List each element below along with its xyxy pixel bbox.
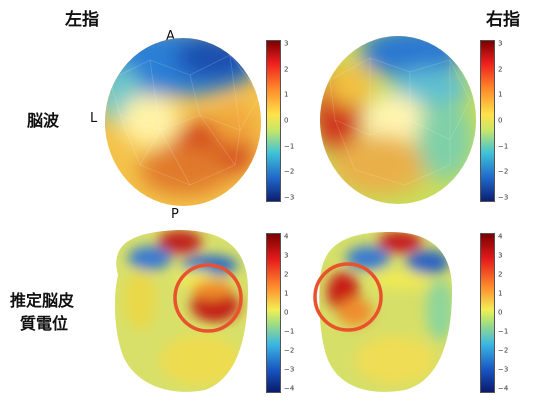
- colorbar-tick-label: 1: [284, 289, 289, 298]
- colorbar-tick-label: −2: [284, 346, 295, 355]
- colorbar-tick-label: −1: [284, 327, 295, 336]
- colorbar-eeg-right-ticks: 3 2 1 0 −1 −2 −3: [498, 40, 520, 202]
- colorbar-tick-label: 0: [498, 308, 503, 317]
- colorbar-tick-label: 3: [498, 251, 503, 260]
- colorbar-tick-label: 1: [284, 90, 289, 99]
- colorbar-tick-label: −3: [284, 365, 295, 374]
- colorbar-tick-label: −4: [498, 384, 509, 393]
- colorbar-source-right-ticks: 4 3 2 1 0 −1 −2 −3 −4: [498, 233, 520, 393]
- colorbar-tick-label: −2: [284, 167, 295, 176]
- colorbar-eeg-left: [266, 40, 281, 202]
- colorbar-tick-label: 3: [498, 39, 503, 48]
- source-row-label-line2: 質電位: [20, 314, 69, 333]
- colorbar-tick-label: −1: [498, 327, 509, 336]
- colorbar-tick-label: 2: [284, 65, 289, 74]
- colorbar-tick-label: 0: [284, 116, 289, 125]
- colorbar-eeg-left-ticks: 3 2 1 0 −1 −2 −3: [284, 40, 306, 202]
- colorbar-tick-label: −1: [498, 142, 509, 151]
- colorbar-tick-label: 1: [498, 90, 503, 99]
- colorbar-source-left: [266, 233, 281, 393]
- colorbar-tick-label: 2: [498, 270, 503, 279]
- colorbar-tick-label: 1: [498, 289, 503, 298]
- colorbar-tick-label: 3: [284, 251, 289, 260]
- colorbar-tick-label: −2: [498, 346, 509, 355]
- colorbar-tick-label: 0: [284, 308, 289, 317]
- colorbar-tick-label: −4: [284, 384, 295, 393]
- colorbar-tick-label: −3: [498, 193, 509, 202]
- colorbar-tick-label: −2: [498, 167, 509, 176]
- posterior-label: P: [171, 207, 179, 222]
- colorbar-tick-label: −3: [284, 193, 295, 202]
- colorbar-source-left-ticks: 4 3 2 1 0 −1 −2 −3 −4: [284, 233, 306, 393]
- anterior-label: A: [166, 29, 175, 44]
- source-row-label-line1: 推定脳皮: [10, 291, 75, 310]
- colorbar-tick-label: 2: [284, 270, 289, 279]
- colorbar-tick-label: −1: [284, 142, 295, 151]
- colorbar-tick-label: 4: [498, 232, 503, 241]
- left-side-label: L: [90, 111, 98, 126]
- colorbar-eeg-right: [480, 40, 495, 202]
- eeg-row-label: 脳波: [27, 111, 60, 130]
- colorbar-tick-label: −3: [498, 365, 509, 374]
- colorbar-source-right: [480, 233, 495, 393]
- right-finger-title: 右指: [486, 10, 520, 30]
- colorbar-tick-label: 0: [498, 116, 503, 125]
- colorbar-tick-label: 2: [498, 65, 503, 74]
- left-finger-title: 左指: [65, 10, 99, 30]
- colorbar-tick-label: 3: [284, 39, 289, 48]
- colorbar-tick-label: 4: [284, 232, 289, 241]
